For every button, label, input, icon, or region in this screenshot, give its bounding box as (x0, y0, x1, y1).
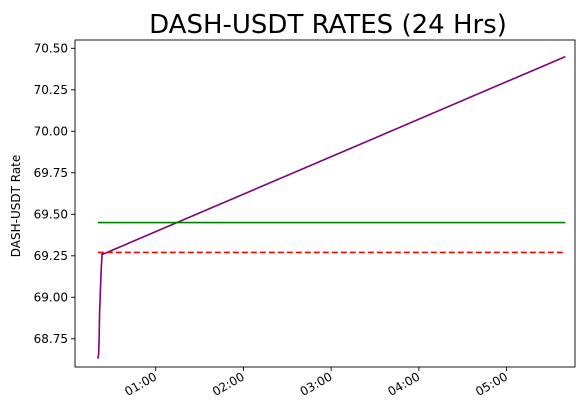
series-line-1 (97, 55, 566, 359)
y-tick-label: 70.00 (34, 124, 68, 138)
y-axis-label: DASH-USDT Rate (9, 155, 23, 258)
y-tick-label: 68.75 (34, 332, 68, 346)
y-tick-label: 70.25 (34, 83, 68, 97)
y-tick-label: 69.25 (34, 249, 68, 263)
y-tick-label: 69.00 (34, 290, 68, 304)
x-tick-label: 05:00 (473, 369, 510, 398)
x-tick-label: 02:00 (210, 369, 247, 398)
x-tick-label: 01:00 (122, 369, 159, 398)
x-tick-label: 03:00 (298, 369, 335, 398)
y-tick-label: 70.50 (34, 41, 68, 55)
x-tick-label: 04:00 (385, 369, 422, 398)
y-tick-label: 69.50 (34, 207, 68, 221)
y-tick-label: 69.75 (34, 166, 68, 180)
chart-title: DASH-USDT RATES (24 Hrs) (149, 10, 507, 40)
plot-area: 68.75 69.00 69.25 69.50 69.75 70.00 70.25 70.50… (34, 39, 576, 399)
plot-frame (74, 39, 576, 368)
